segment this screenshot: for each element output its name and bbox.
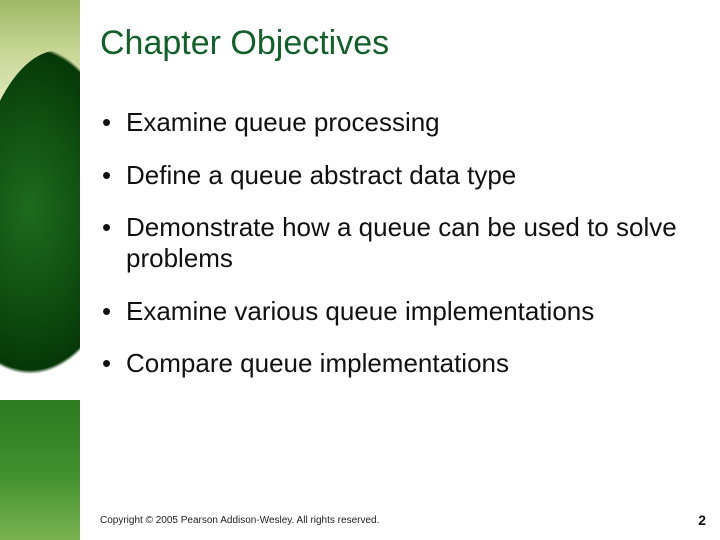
page-number: 2 xyxy=(698,512,706,528)
bullet-text: Examine queue processing xyxy=(126,107,440,137)
bullet-text: Examine various queue implementations xyxy=(126,296,594,326)
slide-body: Chapter Objectives Examine queue process… xyxy=(100,24,700,401)
bullet-text: Compare queue implementations xyxy=(126,348,509,378)
objectives-list: Examine queue processing Define a queue … xyxy=(100,107,700,379)
bullet-text: Demonstrate how a queue can be used to s… xyxy=(126,212,677,273)
grass-band xyxy=(0,400,80,540)
list-item: Demonstrate how a queue can be used to s… xyxy=(100,212,700,273)
copyright-text: Copyright © 2005 Pearson Addison-Wesley.… xyxy=(100,515,379,526)
list-item: Examine queue processing xyxy=(100,107,700,138)
tree-shape xyxy=(0,50,80,450)
list-item: Define a queue abstract data type xyxy=(100,160,700,191)
list-item: Compare queue implementations xyxy=(100,348,700,379)
decorative-sidebar xyxy=(0,0,80,540)
list-item: Examine various queue implementations xyxy=(100,296,700,327)
bullet-text: Define a queue abstract data type xyxy=(126,160,516,190)
slide-title: Chapter Objectives xyxy=(100,24,700,63)
